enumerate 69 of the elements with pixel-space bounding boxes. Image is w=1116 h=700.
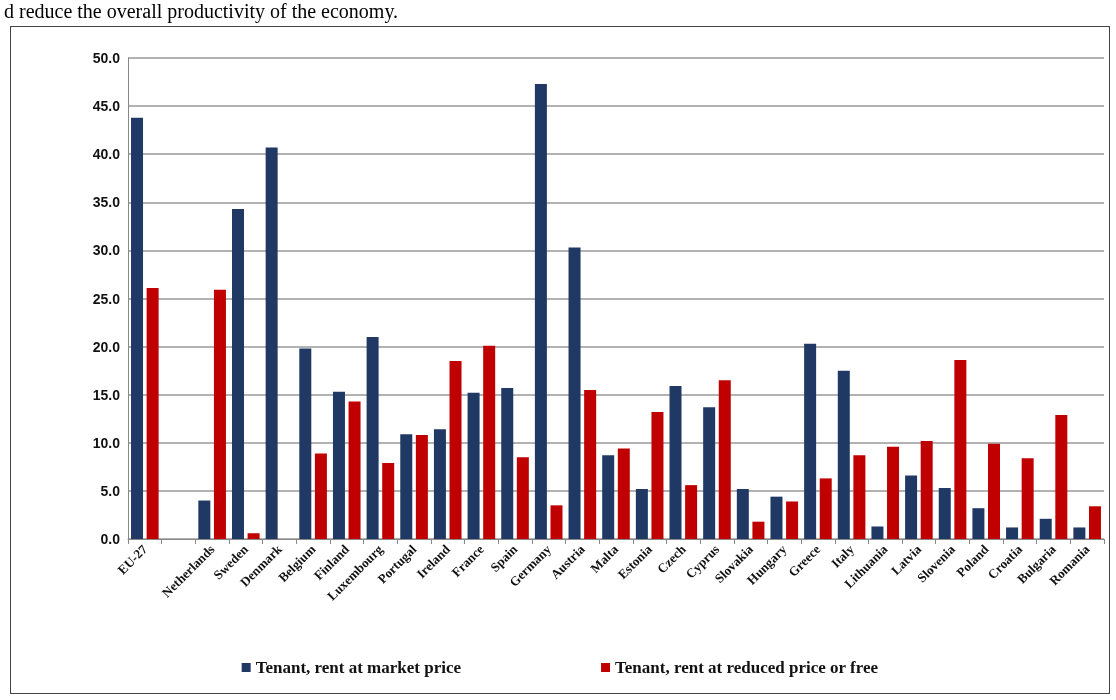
bar [348,401,361,539]
bar [853,455,866,539]
bar [718,380,731,539]
bar [736,488,749,539]
bar [131,117,144,539]
bar [887,446,900,539]
bar [651,412,664,539]
bar [1039,518,1052,539]
bar [685,485,698,539]
bar [752,521,765,539]
bar [314,453,327,539]
bar [467,392,480,539]
legend-label: Tenant, rent at market price [255,658,462,677]
bar [972,508,985,539]
bar [988,443,1001,539]
y-tick-label: 10.0 [92,434,121,451]
y-tick-label: 0.0 [100,531,121,547]
bar [213,289,226,539]
bar [415,435,428,539]
bar [550,505,563,539]
bar [332,391,345,539]
bar [366,336,379,539]
bar [382,463,395,539]
bar [1088,506,1101,539]
y-tick-label: 5.0 [100,482,121,499]
bar [617,448,630,539]
bar [954,360,967,539]
bar [449,361,462,539]
bar [819,478,832,539]
bar [534,83,547,539]
y-tick-label: 15.0 [92,386,121,403]
bar [1055,414,1068,539]
bar [516,457,529,539]
bar [247,533,260,539]
bar [568,247,581,539]
bar [703,407,716,539]
bar [635,488,648,539]
text: d reduce the overall productivity of the economy. [4,0,399,23]
bar [400,434,413,539]
y-tick-label: 40.0 [92,146,121,163]
bar [265,147,278,539]
bar [501,387,514,539]
y-tick-label: 35.0 [92,194,121,211]
bar [938,488,951,539]
bar [483,345,496,539]
bar [804,343,817,539]
bar [669,386,682,539]
bar [1006,527,1019,539]
bar [433,429,446,539]
y-tick-label: 20.0 [92,338,121,355]
bar [905,475,918,539]
bar [299,348,312,539]
bar [1021,458,1034,539]
bar [1073,527,1086,539]
y-tick-label: 50.0 [92,50,121,66]
y-tick-label: 45.0 [92,98,121,115]
bar [871,526,884,539]
bar [770,496,783,539]
bar [198,500,211,539]
y-tick-label: 25.0 [92,290,121,307]
y-tick-label: 30.0 [92,242,121,259]
bar [584,389,597,539]
bar [837,370,850,539]
bar [602,455,615,539]
bar [146,287,159,539]
bar [920,440,933,539]
bar [231,209,244,539]
legend-label: Tenant, rent at reduced price or free [615,658,879,677]
bar [786,501,799,539]
